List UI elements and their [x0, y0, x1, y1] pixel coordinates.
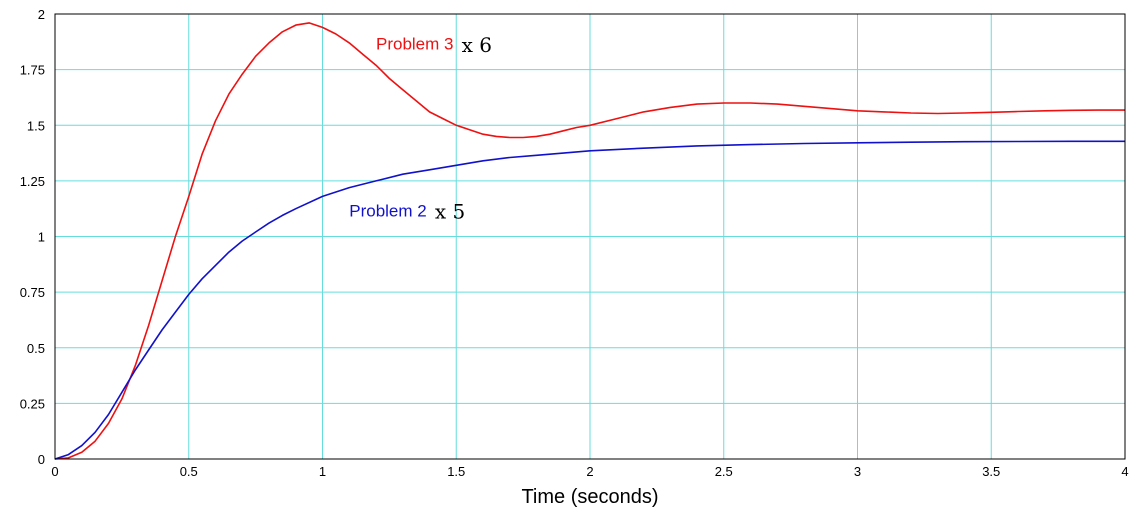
x-tick-label: 0 [51, 464, 58, 479]
y-tick-label: 0.25 [20, 396, 45, 411]
series-label: Problem 2 [349, 201, 426, 220]
y-tick-labels: 0 0.25 0.5 0.75 1 1.25 1.5 1.75 2 [20, 7, 45, 467]
x-tick-label: 2 [586, 464, 593, 479]
y-tick-label: 0 [38, 452, 45, 467]
y-tick-label: 0.5 [27, 341, 45, 356]
x-tick-labels: 0 0.5 1 1.5 2 2.5 3 3.5 4 [51, 464, 1128, 479]
series-label: Problem 3 [376, 35, 453, 54]
series-line-1 [54, 22, 1125, 460]
y-tick-label: 1.5 [27, 118, 45, 133]
x-tick-label: 1 [319, 464, 326, 479]
series-annotations: Problem 3 Problem 2 x 6 x 5 [349, 33, 492, 224]
x-tick-label: 3 [854, 464, 861, 479]
x-tick-label: 2.5 [715, 464, 733, 479]
y-tick-label: 1 [38, 230, 45, 245]
overlay-multiplier-label: x 6 [462, 33, 492, 57]
x-tick-label: 3.5 [982, 464, 1000, 479]
y-tick-label: 2 [38, 7, 45, 22]
series-line-2 [54, 140, 1125, 460]
plot-frame [54, 13, 1126, 460]
overlay-multiplier-label: x 5 [435, 200, 465, 224]
x-tick-label: 0.5 [180, 464, 198, 479]
y-tick-label: 1.75 [20, 63, 45, 78]
x-tick-label: 4 [1121, 464, 1128, 479]
grid [55, 14, 1125, 459]
x-tick-label: 1.5 [447, 464, 465, 479]
series-lines [54, 22, 1125, 460]
x-axis-title: Time (seconds) [521, 486, 658, 508]
y-tick-label: 0.75 [20, 285, 45, 300]
y-tick-label: 1.25 [20, 174, 45, 189]
